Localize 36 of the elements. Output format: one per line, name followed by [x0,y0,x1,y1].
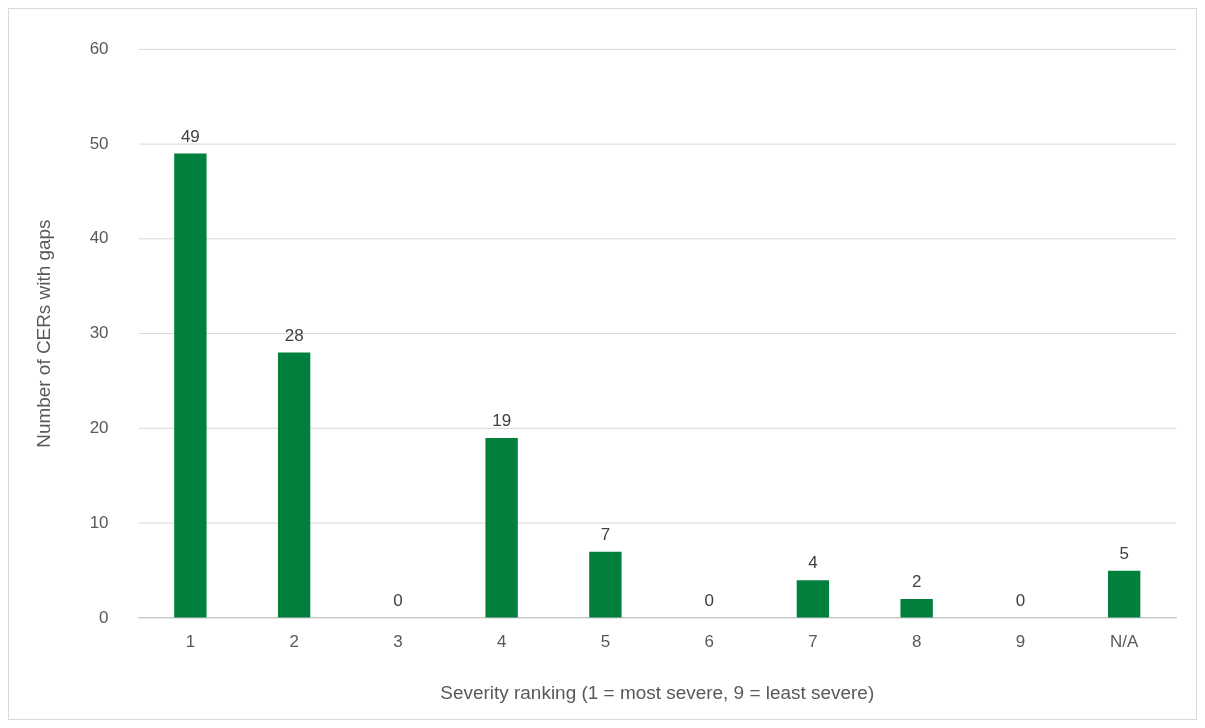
x-tick-label: 6 [704,631,714,651]
x-tick-label: 7 [808,631,818,651]
data-label: 2 [911,572,922,592]
y-tick-label: 0 [99,607,109,627]
x-tick-label: 1 [185,631,196,651]
x-tick-label: 8 [911,631,922,651]
bar [589,551,622,618]
y-axis-title: Number of CERs with gaps [32,219,54,448]
y-tick-label: 30 [89,323,109,343]
data-label: 5 [1119,543,1129,563]
data-label: 19 [492,411,512,431]
bar [796,580,830,618]
bar [1107,570,1141,618]
data-label: 0 [393,591,403,611]
data-label: 0 [1015,591,1026,611]
data-label: 0 [704,591,714,611]
bar [900,599,933,618]
x-tick-label: 5 [600,631,611,651]
x-tick-label: 9 [1015,631,1026,651]
bar [174,153,207,618]
x-axis-title: Severity ranking (1 = most severe, 9 = least severe) [440,681,875,703]
y-tick-label: 50 [89,133,109,153]
y-tick-label: 40 [89,228,109,248]
data-label: 28 [284,325,304,345]
x-tick-label: 3 [393,631,403,651]
bar [485,437,518,618]
bar [277,352,311,618]
y-tick-label: 60 [89,38,109,58]
x-tick-label: N/A [1110,631,1139,651]
data-label: 49 [180,126,200,146]
data-label: 7 [600,524,611,544]
x-tick-label: 4 [496,631,507,651]
data-label: 4 [808,553,818,573]
x-tick-label: 2 [289,631,299,651]
y-tick-label: 10 [89,512,109,532]
y-tick-label: 20 [89,418,109,438]
